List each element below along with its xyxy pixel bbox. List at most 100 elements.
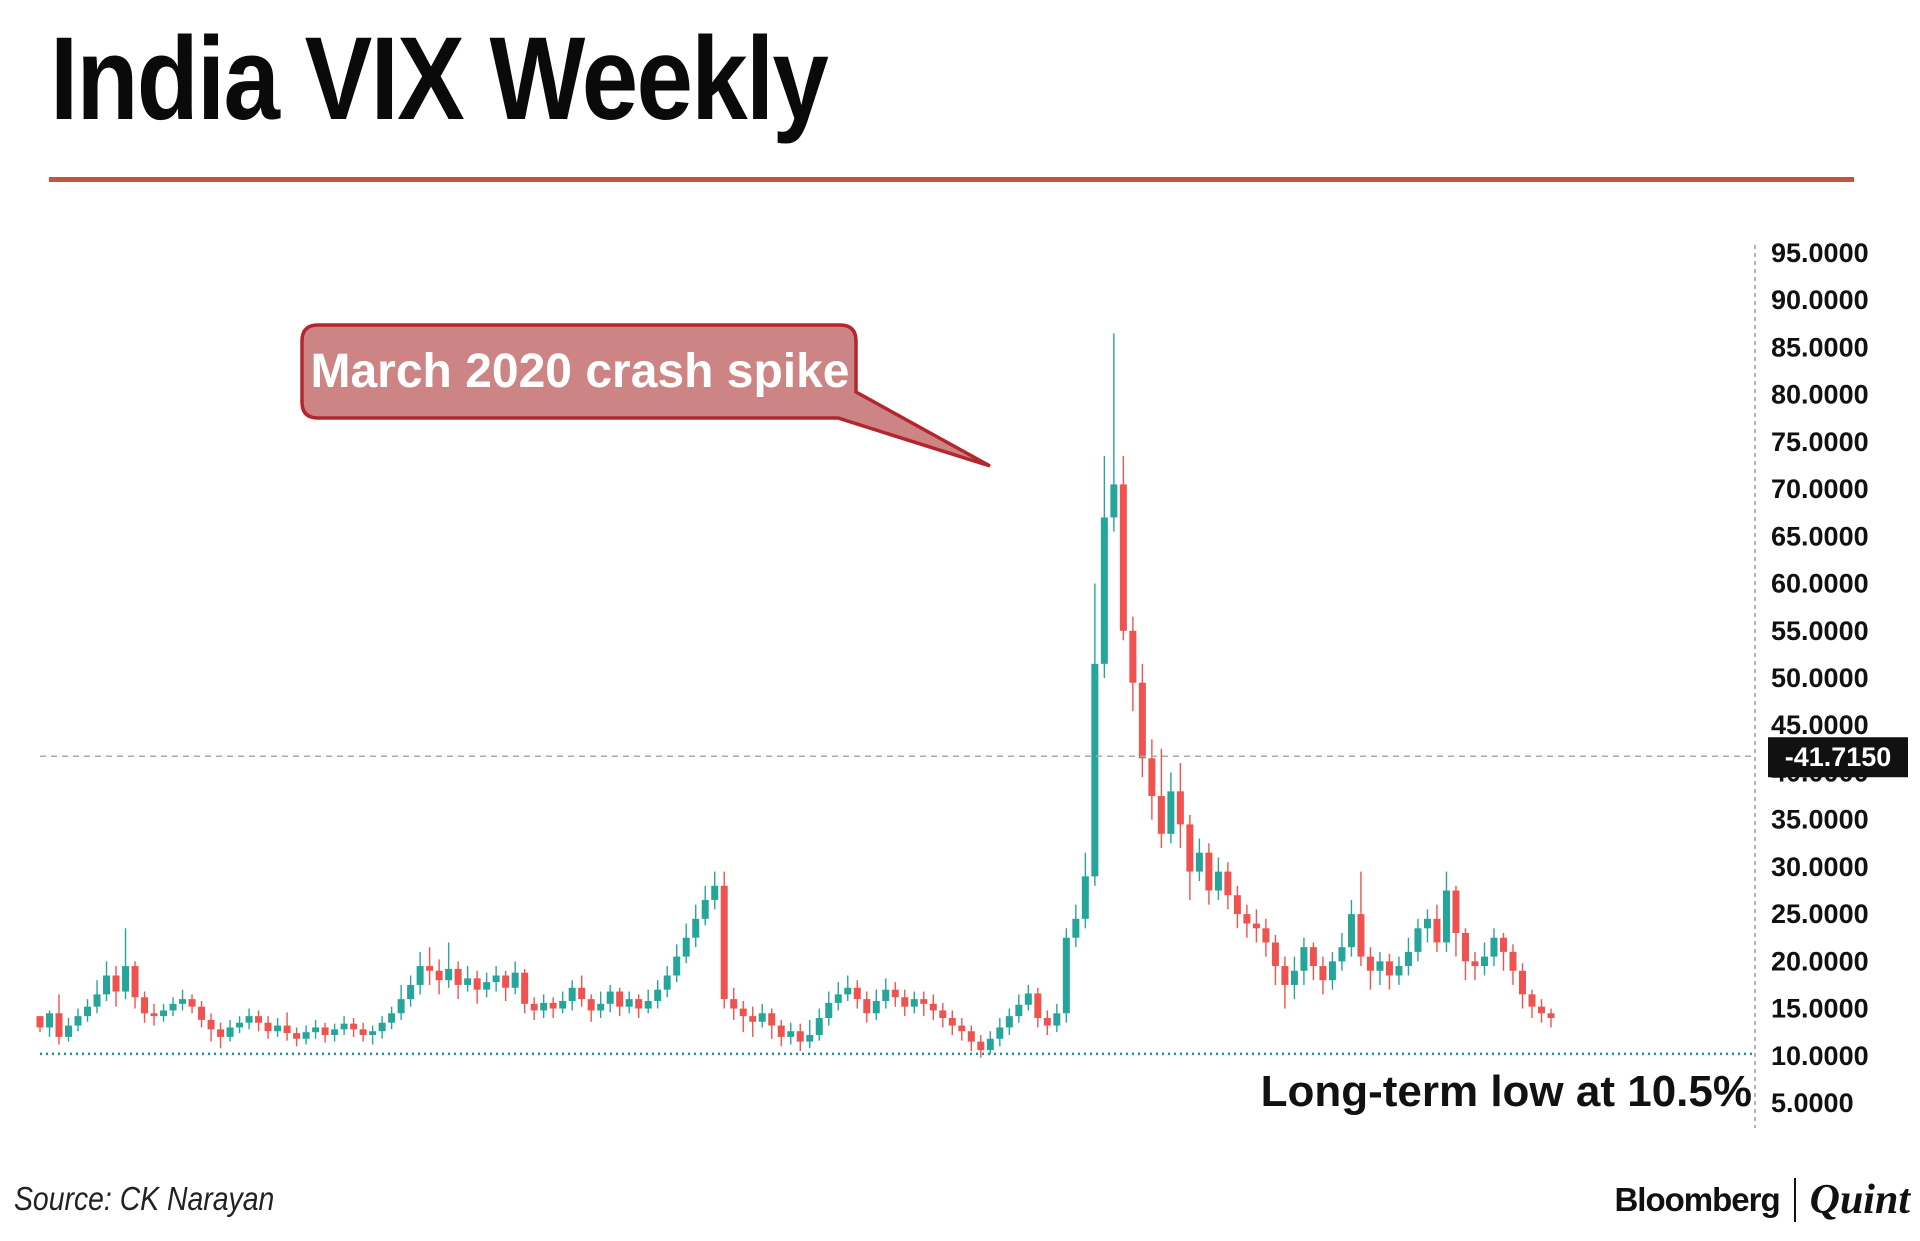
candle-body — [901, 997, 909, 1007]
candle-body — [198, 1006, 206, 1020]
candle-body — [36, 1016, 44, 1028]
brand-logo: Bloomberg Quint — [1614, 1176, 1910, 1224]
candle-body — [549, 1002, 557, 1009]
candle-body — [606, 991, 614, 1004]
y-tick-label: 10.0000 — [1771, 1041, 1869, 1071]
candle-body — [682, 937, 690, 957]
candle-body — [1357, 914, 1365, 957]
y-tick-label: 30.0000 — [1771, 852, 1869, 882]
candle-body — [853, 987, 861, 1000]
candle-body — [445, 968, 453, 981]
candle-body — [1537, 1006, 1545, 1014]
candle-body — [1024, 993, 1032, 1005]
candle-body — [502, 975, 510, 988]
candle-body — [1366, 956, 1374, 971]
candle-body — [625, 999, 633, 1007]
candle-body — [331, 1029, 339, 1035]
y-tick-label: 85.0000 — [1771, 332, 1869, 362]
candle-body — [597, 1003, 605, 1011]
candle-body — [511, 972, 519, 988]
candle-body — [1376, 961, 1384, 971]
y-tick-label: 5.0000 — [1771, 1088, 1854, 1118]
candle-body — [1110, 484, 1118, 518]
candle-body — [293, 1033, 301, 1039]
y-axis-ticks: 95.0000 90.0000 85.0000 80.0000 75.0000 70.00… — [1771, 238, 1869, 1118]
candle-body — [891, 989, 899, 998]
candle-body — [787, 1031, 795, 1037]
candle-body — [1081, 876, 1089, 919]
candle-body — [1528, 994, 1536, 1007]
candle-body — [1176, 791, 1184, 825]
candle-body — [169, 1003, 177, 1011]
candle-body — [1091, 663, 1099, 877]
candle-body — [758, 1013, 766, 1022]
candle-body — [1119, 484, 1127, 631]
y-tick-label: 25.0000 — [1771, 899, 1869, 929]
last-value-label: -41.7150 — [1785, 742, 1892, 772]
candle-body — [1328, 961, 1336, 981]
candle-body — [1062, 937, 1070, 1014]
candle-body — [834, 994, 842, 1003]
callout-text: March 2020 crash spike — [311, 345, 850, 398]
candle-body — [492, 975, 500, 983]
candle-body — [806, 1035, 814, 1042]
candle-body — [673, 956, 681, 976]
candle-body — [388, 1013, 396, 1023]
candle-body — [568, 987, 576, 1001]
candle-body — [1053, 1013, 1061, 1026]
y-tick-label: 65.0000 — [1771, 521, 1869, 551]
candle-body — [1100, 517, 1108, 664]
candle-body — [340, 1023, 348, 1030]
candle-body — [283, 1025, 291, 1034]
candle-body — [1262, 928, 1270, 943]
low-annotation: Long-term low at 10.5% — [1261, 1067, 1752, 1116]
candle-body — [948, 1018, 956, 1026]
y-tick-label: 15.0000 — [1771, 994, 1869, 1024]
candle-body — [435, 970, 443, 981]
candle-body — [1547, 1013, 1555, 1018]
candle-body — [882, 989, 890, 1001]
candle-body — [1224, 871, 1232, 896]
candle-body — [426, 966, 434, 971]
candle-body — [407, 984, 415, 1000]
candle-body — [1490, 937, 1498, 957]
callout-bubble — [300, 323, 991, 468]
y-tick-label: 90.0000 — [1771, 285, 1869, 315]
candle-body — [1167, 791, 1175, 834]
candle-body — [559, 1001, 567, 1009]
candle-body — [359, 1029, 367, 1035]
chart-title: India VIX Weekly — [50, 13, 829, 145]
candle-body — [777, 1025, 785, 1037]
candle-body — [1072, 918, 1080, 938]
candle-body — [1034, 993, 1042, 1018]
candle-body — [1290, 970, 1298, 985]
candle-body — [264, 1022, 272, 1032]
candle-body — [730, 999, 738, 1009]
candle-body — [141, 997, 149, 1014]
candle-body — [692, 918, 700, 938]
candle-body — [1281, 966, 1289, 985]
last-value-marker: -41.7150 — [1768, 737, 1908, 778]
candle-body — [1518, 970, 1526, 995]
candle-body — [483, 982, 491, 990]
source-credit: Source: CK Narayan — [14, 1180, 275, 1217]
candle-body — [207, 1019, 215, 1030]
candle-body — [150, 1013, 158, 1017]
candle-body — [578, 987, 586, 1000]
y-tick-label: 35.0000 — [1771, 805, 1869, 835]
candle-body — [521, 972, 529, 1004]
candle-body — [131, 966, 139, 998]
candle-body — [844, 987, 852, 995]
candle-body — [274, 1025, 282, 1032]
candle-body — [65, 1025, 73, 1037]
candle-body — [996, 1027, 1004, 1039]
brand-secondary: Quint — [1809, 1177, 1910, 1223]
candle-body — [122, 966, 130, 992]
candle-body — [540, 1002, 548, 1011]
candle-body — [217, 1029, 225, 1037]
y-tick-label: 20.0000 — [1771, 946, 1869, 976]
candle-body — [321, 1027, 329, 1035]
candle-body — [986, 1038, 994, 1051]
candle-body — [1452, 890, 1460, 933]
candle-body — [1461, 933, 1469, 962]
